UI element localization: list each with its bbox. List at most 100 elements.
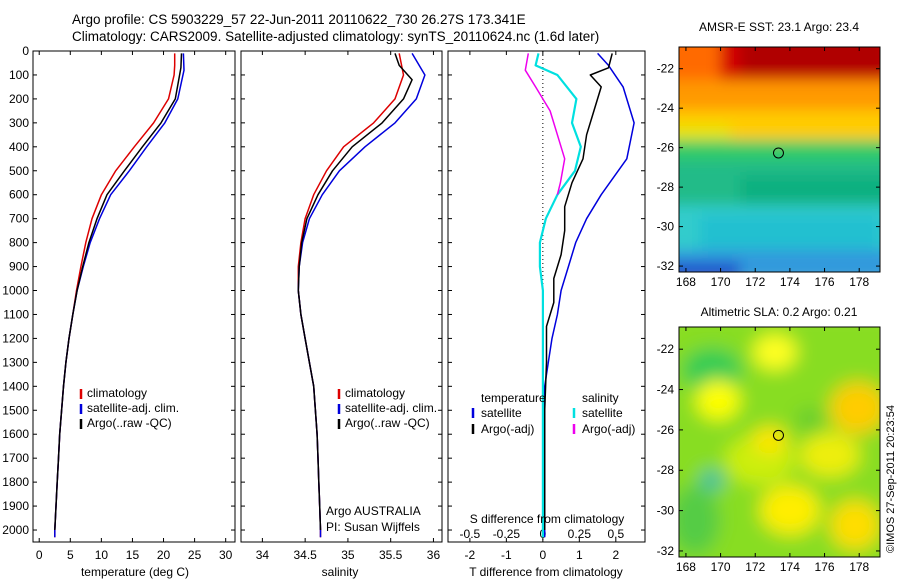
x-tick-label: 10 (95, 548, 109, 562)
depth-tick-label: 1400 (2, 379, 29, 393)
map-latitude-label: -28 (657, 180, 675, 194)
sst-map-title: AMSR-E SST: 23.1 Argo: 23.4 (699, 20, 859, 34)
depth-tick-label: 1200 (2, 331, 29, 345)
x-tick-label: 20 (157, 548, 171, 562)
s-difference-tick-label: 0.5 (607, 527, 624, 541)
map-longitude-label: 172 (745, 275, 765, 289)
map-latitude-label: -26 (657, 141, 675, 155)
x-tick-label: 5 (67, 548, 74, 562)
legend-entry: satellite (481, 406, 522, 420)
legend-entry: Argo(..raw -QC) (345, 416, 430, 430)
map-latitude-label: -32 (657, 259, 675, 273)
x-tick-label: 15 (126, 548, 140, 562)
temperature-profile-panel: 0100200300400500600700800900100011001200… (2, 44, 236, 562)
legend-entry: Argo(..raw -QC) (87, 416, 172, 430)
depth-tick-label: 900 (9, 260, 29, 274)
plot-frame (447, 50, 646, 543)
map-longitude-label: 172 (745, 560, 765, 574)
series-line (297, 53, 413, 531)
series-line (54, 53, 183, 531)
depth-tick-label: 100 (9, 68, 29, 82)
depth-tick-label: 1600 (2, 427, 29, 441)
sla-profile-location-marker (772, 429, 784, 441)
x-tick-label: -1 (501, 548, 512, 562)
depth-tick-label: 1500 (2, 403, 29, 417)
legend-group-salinity: salinity (582, 391, 619, 405)
x-tick-label: 30 (219, 548, 233, 562)
plot-frame (240, 50, 443, 543)
salinity-axis-label: salinity (322, 565, 359, 579)
map-longitude-label: 178 (849, 560, 869, 574)
x-tick-label: 0 (540, 548, 547, 562)
x-tick-label: 0 (36, 548, 43, 562)
depth-tick-label: 1100 (3, 307, 29, 321)
legend-entry: climatology (87, 386, 147, 400)
sst-map: AMSR-E SST: 23.1 Argo: 23.4 168 170 172 174… (657, 20, 881, 289)
temperature-axis-label: temperature (deg C) (81, 565, 189, 579)
pi-name-label: PI: Susan Wijffels (326, 520, 420, 534)
map-longitude-label: 168 (676, 560, 696, 574)
x-tick-label: 25 (188, 548, 202, 562)
series-line (543, 53, 613, 530)
t-difference-axis-label: T difference from climatology (469, 565, 623, 579)
sla-map-title: Altimetric SLA: 0.2 Argo: 0.21 (701, 305, 858, 319)
x-tick-label: 34 (256, 548, 270, 562)
depth-tick-label: 1700 (2, 451, 29, 465)
x-tick-label: 1 (576, 548, 583, 562)
legend-entry: Argo(-adj) (481, 422, 534, 436)
depth-tick-label: 2000 (2, 523, 29, 537)
map-latitude-label: -30 (657, 504, 675, 518)
map-latitude-label: -32 (657, 544, 675, 558)
depth-tick-label: 1000 (2, 284, 29, 298)
map-longitude-label: 178 (849, 275, 869, 289)
x-tick-label: 34.5 (293, 548, 317, 562)
map-longitude-label: 174 (780, 275, 800, 289)
x-tick-label: 2 (612, 548, 619, 562)
map-longitude-label: 170 (711, 275, 731, 289)
sst-profile-location-marker (772, 147, 784, 159)
s-difference-tick-label: -0.25 (493, 527, 521, 541)
depth-tick-label: 1300 (2, 355, 29, 369)
legend-entry: satellite-adj. clim. (345, 401, 437, 415)
depth-tick-label: 800 (9, 236, 29, 250)
legend-entry: climatology (345, 386, 405, 400)
depth-tick-label: 500 (9, 164, 29, 178)
depth-tick-label: 400 (9, 140, 29, 154)
s-difference-tick-label: -0.5 (460, 527, 481, 541)
map-latitude-label: -28 (657, 463, 675, 477)
argo-program-label: Argo AUSTRALIA (326, 504, 421, 518)
legend-entry: Argo(-adj) (582, 422, 635, 436)
depth-tick-label: 200 (9, 92, 29, 106)
map-longitude-label: 176 (815, 560, 835, 574)
series-line (524, 53, 566, 195)
depth-tick-label: 700 (9, 212, 29, 226)
depth-tick-label: 600 (9, 188, 29, 202)
legend-entry: satellite-adj. clim. (87, 401, 179, 415)
map-latitude-label: -22 (657, 342, 675, 356)
series-line (534, 53, 582, 538)
depth-tick-label: 300 (9, 116, 29, 130)
s-difference-tick-label: 0.25 (568, 527, 592, 541)
map-latitude-label: -24 (657, 383, 675, 397)
salinity-profile-panel: 34 34.5 35 35.5 36 climatologysatellite-adj. … (240, 50, 443, 562)
x-tick-label: 36 (427, 548, 441, 562)
depth-tick-label: 1800 (2, 475, 29, 489)
x-tick-label: -2 (465, 548, 476, 562)
map-longitude-label: 168 (676, 275, 696, 289)
map-longitude-label: 170 (711, 560, 731, 574)
figure-title-line1: Argo profile: CS 5903229_57 22-Jun-2011 … (72, 12, 526, 27)
depth-tick-label: 0 (22, 44, 29, 58)
legend-entry: satellite (582, 406, 623, 420)
s-difference-axis-label: S difference from climatology (470, 512, 625, 526)
map-latitude-label: -30 (657, 220, 675, 234)
map-latitude-label: -26 (657, 423, 675, 437)
map-longitude-label: 174 (780, 560, 800, 574)
map-latitude-label: -24 (657, 101, 675, 115)
sla-map: Altimetric SLA: 0.2 Argo: 0.21 168 170 172… (657, 305, 881, 574)
legend-group-temperature: temperature (481, 391, 546, 405)
depth-tick-label: 1900 (2, 499, 29, 513)
x-tick-label: 35 (341, 548, 355, 562)
figure-title-line2: Climatology: CARS2009. Satellite-adjuste… (72, 29, 600, 44)
